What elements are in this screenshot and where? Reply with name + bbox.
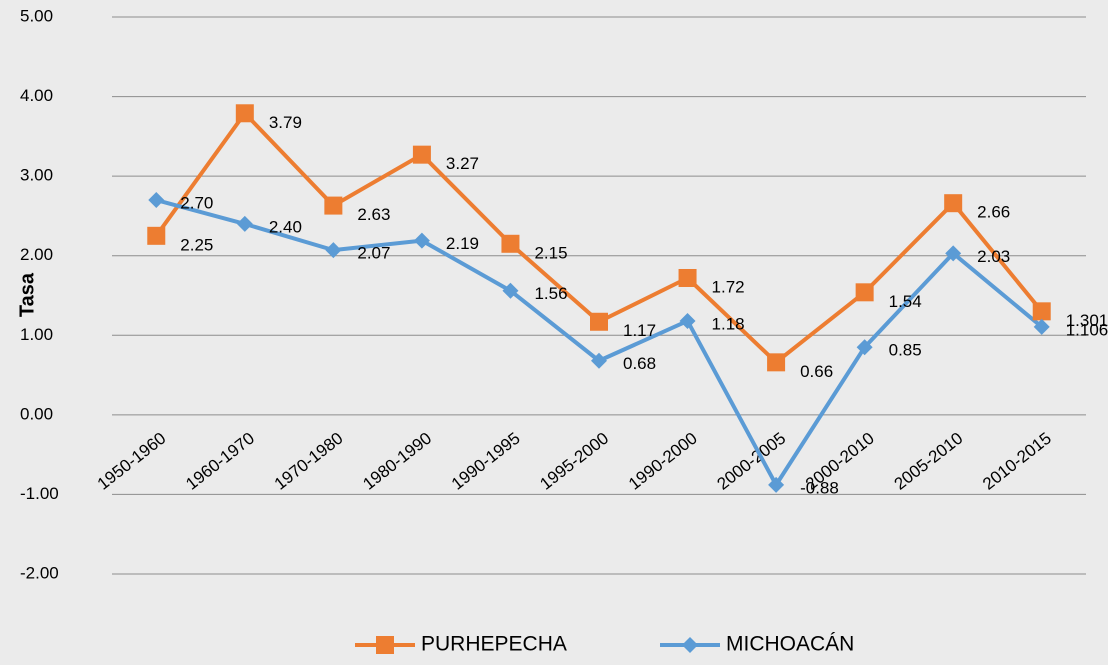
- point-marker: [412, 145, 431, 164]
- data-label: 3.27: [446, 154, 479, 173]
- point-marker: [678, 268, 697, 287]
- point-marker: [945, 245, 962, 262]
- data-label: 1.72: [712, 277, 745, 296]
- legend-label: MICHOACÁN: [726, 633, 854, 656]
- point-marker: [148, 192, 165, 209]
- data-label: 2.15: [534, 243, 567, 262]
- point-marker: [767, 353, 786, 372]
- data-label: 2.66: [977, 203, 1010, 222]
- y-tick-label: -2.00: [20, 563, 59, 582]
- point-marker: [768, 476, 785, 493]
- data-label: 2.03: [977, 247, 1010, 266]
- point-marker: [591, 352, 607, 369]
- point-marker: [856, 339, 873, 356]
- point-marker: [502, 282, 519, 299]
- data-label: 0.66: [800, 362, 833, 381]
- data-label: 2.19: [446, 234, 479, 253]
- data-label: 1.301: [1066, 311, 1108, 330]
- data-label: 2.40: [269, 217, 302, 236]
- data-label: 2.07: [357, 244, 390, 263]
- point-marker: [1033, 318, 1050, 335]
- y-axis-title: Tasa: [16, 272, 38, 317]
- y-tick-label: 2.00: [20, 245, 53, 264]
- point-marker: [501, 234, 520, 253]
- point-marker: [1032, 302, 1051, 321]
- point-marker: [325, 242, 342, 259]
- y-tick-label: 5.00: [20, 6, 53, 25]
- legend-marker: [682, 637, 698, 653]
- data-label: -0.88: [800, 478, 839, 497]
- legend-marker: [376, 636, 394, 654]
- data-label: 3.79: [269, 113, 302, 132]
- data-label: 1.17: [623, 321, 656, 340]
- point-marker: [855, 283, 874, 302]
- point-marker: [236, 215, 253, 232]
- data-label: 1.106: [1066, 320, 1108, 339]
- y-tick-label: 1.00: [20, 325, 53, 344]
- y-tick-label: 4.00: [20, 86, 53, 105]
- y-tick-label: -1.00: [20, 484, 59, 503]
- point-marker: [413, 232, 430, 249]
- data-label: 1.56: [534, 284, 567, 303]
- point-marker: [679, 312, 696, 329]
- point-marker: [147, 226, 166, 245]
- data-label: 2.63: [357, 205, 390, 224]
- data-label: 2.25: [180, 235, 213, 254]
- data-label: 1.18: [712, 314, 745, 333]
- point-marker: [235, 104, 254, 123]
- legend-label: PURHEPECHA: [421, 633, 567, 656]
- data-label: 0.85: [889, 341, 922, 360]
- data-label: 1.54: [889, 292, 922, 311]
- data-label: 0.68: [623, 354, 656, 373]
- point-marker: [324, 196, 343, 215]
- point-marker: [944, 194, 963, 213]
- y-tick-label: 3.00: [20, 166, 53, 185]
- data-label: 2.70: [180, 193, 213, 212]
- y-tick-label: 0.00: [20, 404, 53, 423]
- point-marker: [590, 312, 608, 331]
